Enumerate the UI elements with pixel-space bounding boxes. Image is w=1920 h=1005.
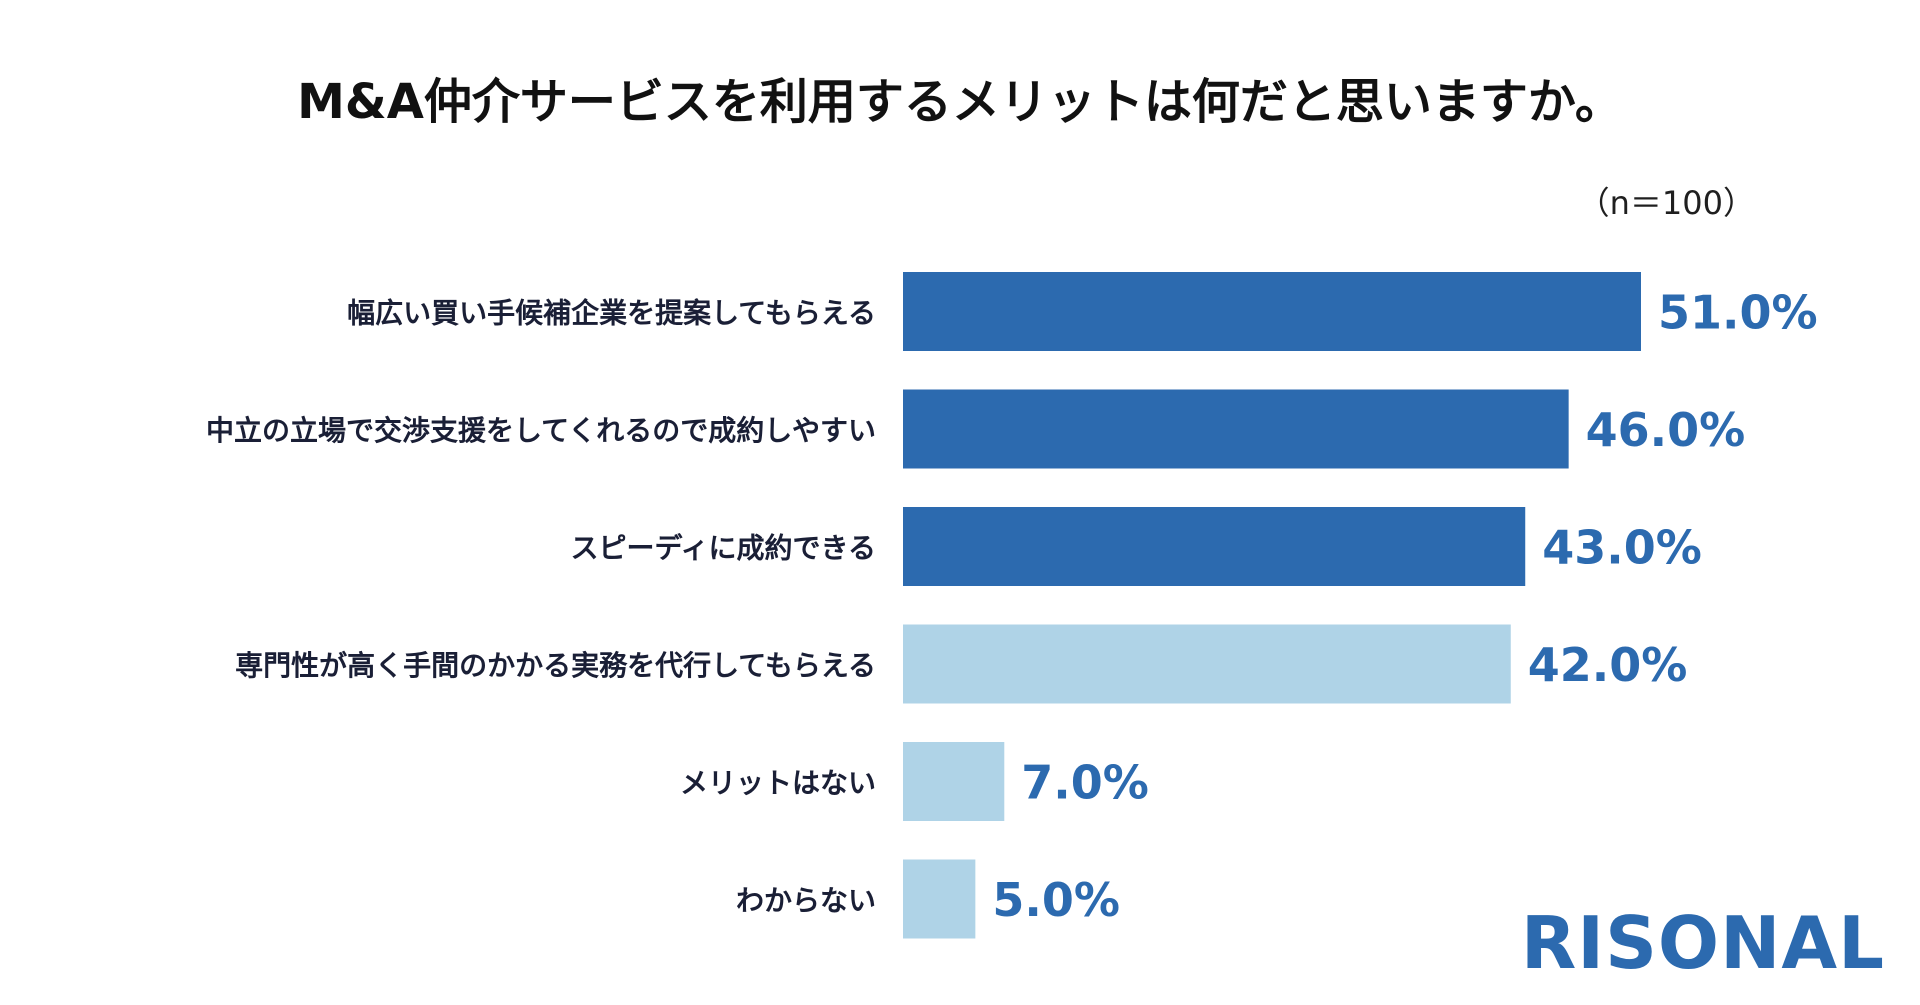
category-label: 専門性が高く手間のかかる実務を代行してもらえる <box>235 649 876 682</box>
value-label: 42.0% <box>1528 638 1688 692</box>
value-label: 51.0% <box>1658 286 1818 340</box>
bar <box>903 389 1569 469</box>
value-label: 7.0% <box>1021 756 1149 810</box>
category-label: メリットはない <box>680 767 876 800</box>
category-label: スピーディに成約できる <box>571 532 876 565</box>
value-label: 43.0% <box>1542 521 1702 575</box>
category-label: わからない <box>736 884 876 917</box>
bar <box>903 624 1511 704</box>
risonal-logo: RISONAL <box>1521 901 1885 985</box>
category-label: 中立の立場で交渉支援をしてくれるので成約しやすい <box>206 414 876 447</box>
chart-title: M&A仲介サービスを利用するメリットは何だと思いますか。 <box>297 74 1623 130</box>
bars-group: 幅広い買い手候補企業を提案してもらえる 51.0% 中立の立場で交渉支援をしてくれる… <box>206 272 1818 939</box>
sample-size-note: （n＝100） <box>1578 184 1755 222</box>
category-label: 幅広い買い手候補企業を提案してもらえる <box>347 297 876 330</box>
bar <box>903 859 976 939</box>
bar <box>903 272 1641 351</box>
value-label: 5.0% <box>992 873 1120 927</box>
bar <box>903 742 1005 821</box>
bar <box>903 507 1526 586</box>
value-label: 46.0% <box>1586 403 1746 457</box>
